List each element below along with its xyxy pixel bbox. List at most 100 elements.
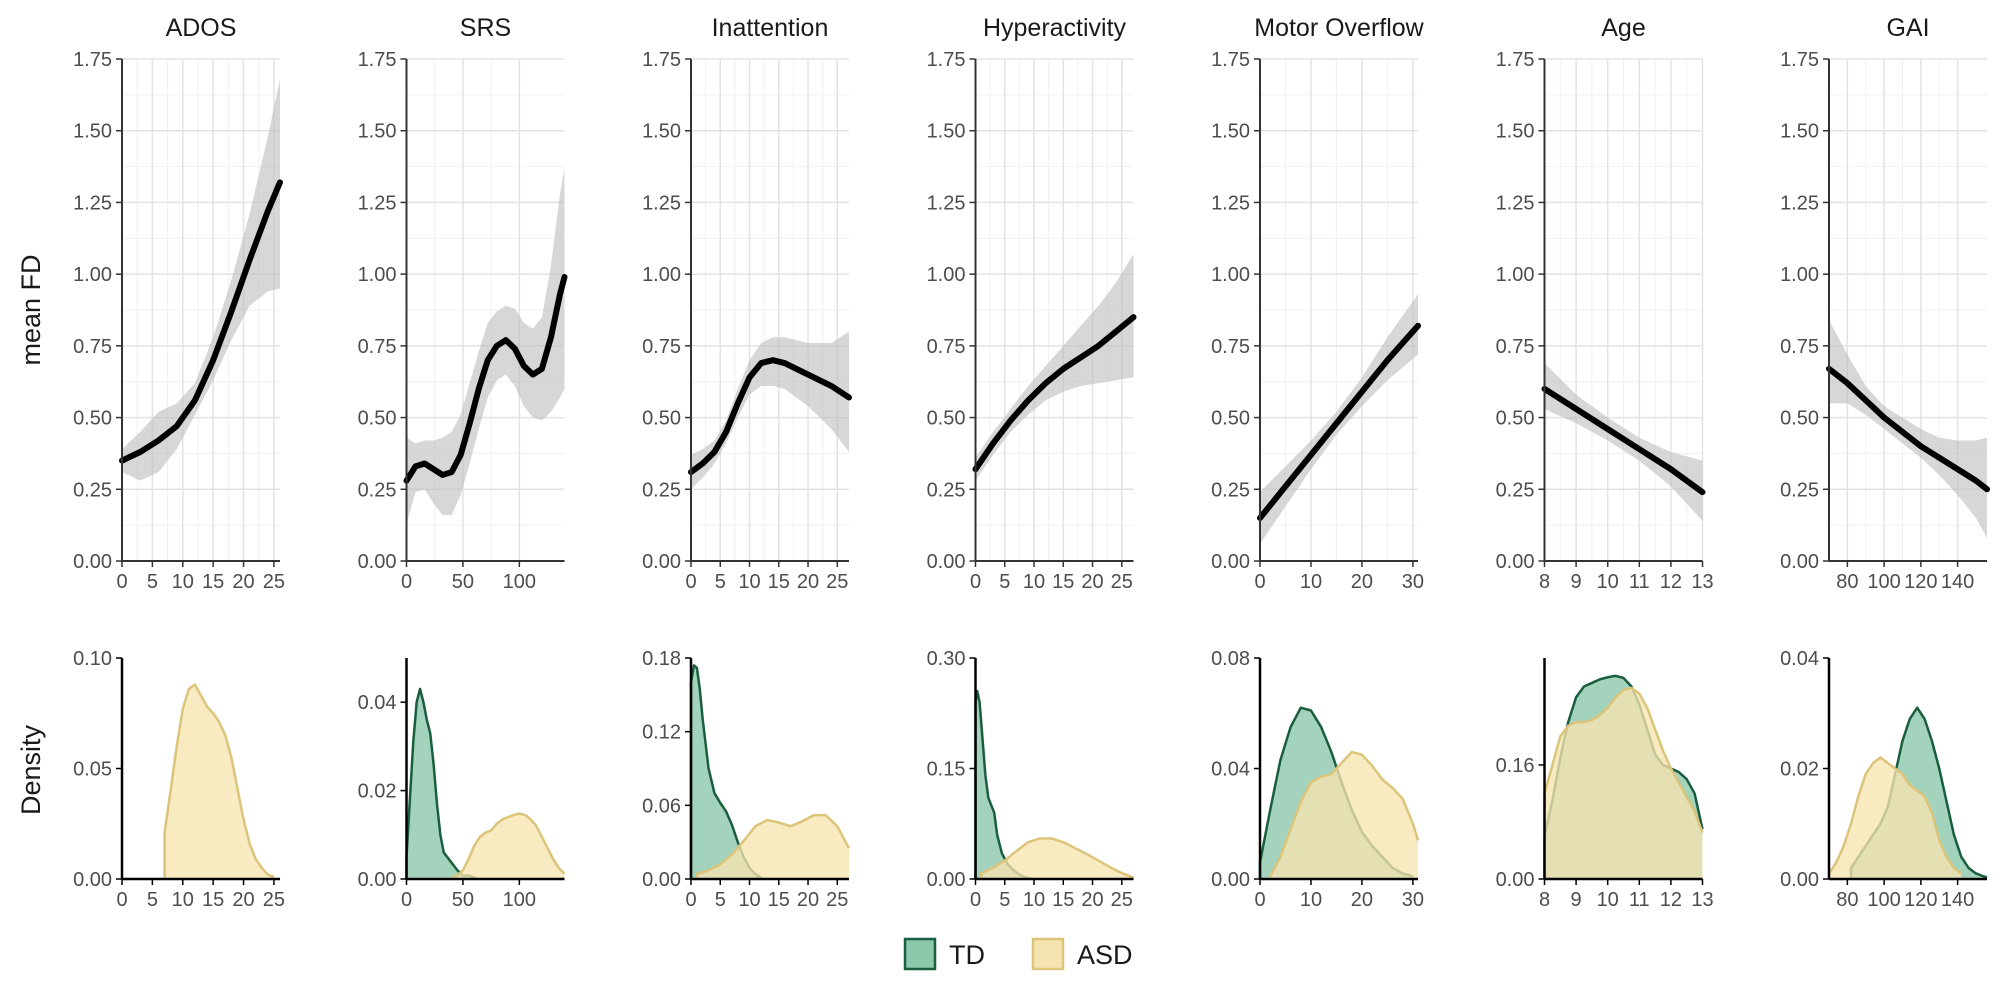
density-x-tick-label: 30 xyxy=(1402,889,1424,911)
y-tick-label: 0.00 xyxy=(1211,551,1250,573)
smooth-line-ados xyxy=(119,179,283,464)
x-tick-label: 13 xyxy=(1691,571,1713,593)
x-tick-label: 20 xyxy=(797,571,819,593)
x-tick-label: 0 xyxy=(970,571,981,593)
panel-title-gai: GAI xyxy=(1886,14,1929,42)
density-line-asd-srs xyxy=(450,812,566,879)
density-x-tick-label: 10 xyxy=(1597,889,1619,911)
density-x-tick-label: 20 xyxy=(797,889,819,911)
y-tick-label: 0.25 xyxy=(358,479,397,501)
density-x-tick-label: 20 xyxy=(1351,889,1373,911)
y-tick-label: 0.75 xyxy=(73,336,112,358)
density-area-td-inattention xyxy=(691,665,762,879)
x-tick-label: 0 xyxy=(116,571,127,593)
density-x-tick-label: 50 xyxy=(452,889,474,911)
y-tick-label: 0.75 xyxy=(358,336,397,358)
density-y-tick-label: 0.16 xyxy=(1496,755,1535,777)
y-tick-label: 0.25 xyxy=(1496,479,1535,501)
density-x-tick-label: 0 xyxy=(1254,889,1265,911)
legend: TD ASD xyxy=(903,937,1133,971)
x-tick-label: 10 xyxy=(172,571,194,593)
x-tick-label: 11 xyxy=(1629,571,1650,593)
panel-title-inattention: Inattention xyxy=(712,14,829,42)
y-tick-label: 1.00 xyxy=(1496,264,1535,286)
confidence-band-hyperactivity xyxy=(975,254,1134,481)
density-y-tick-label: 0.10 xyxy=(73,648,112,670)
panel-6: GAI 0.00 0.25 0.50 0.75 1.00 1.25 1.50 1.75 80 100… xyxy=(1780,14,1990,911)
density-x-tick-label: 100 xyxy=(1867,889,1900,911)
y-tick-label: 1.50 xyxy=(642,121,681,143)
smooth-line-motor-overflow xyxy=(1257,322,1421,521)
y-tick-label: 0.25 xyxy=(1780,479,1819,501)
x-tick-label: 10 xyxy=(738,571,760,593)
density-x-tick-label: 0 xyxy=(401,889,412,911)
x-tick-label: 0 xyxy=(401,571,412,593)
y-tick-label: 1.50 xyxy=(927,121,966,143)
x-tick-label: 15 xyxy=(1052,571,1074,593)
density-y-tick-label: 0.02 xyxy=(1780,759,1819,781)
panel-title-age: Age xyxy=(1601,14,1645,42)
density-y-tick-label: 0.00 xyxy=(927,869,966,891)
smooth-line-gai xyxy=(1826,365,1990,493)
y-tick-label: 0.50 xyxy=(1780,408,1819,430)
confidence-band-ados xyxy=(122,79,280,481)
density-x-tick-label: 10 xyxy=(1023,889,1045,911)
x-tick-label: 50 xyxy=(452,571,474,593)
y-tick-label: 0.00 xyxy=(1496,551,1535,573)
y-tick-label: 1.25 xyxy=(1211,192,1250,214)
density-x-tick-label: 5 xyxy=(147,889,158,911)
density-x-tick-label: 15 xyxy=(202,889,224,911)
y-tick-label: 0.75 xyxy=(927,336,966,358)
x-tick-label: 80 xyxy=(1836,571,1858,593)
confidence-band-inattention xyxy=(691,331,849,490)
y-tick-label: 0.50 xyxy=(358,408,397,430)
density-y-tick-label: 0.00 xyxy=(1211,869,1250,891)
density-y-tick-label: 0.04 xyxy=(358,692,397,714)
x-tick-label: 5 xyxy=(999,571,1010,593)
density-area-asd-age xyxy=(1544,687,1703,879)
y-tick-label: 1.50 xyxy=(1211,121,1250,143)
density-line-asd-inattention xyxy=(695,813,851,879)
panel-title-srs: SRS xyxy=(460,14,511,42)
confidence-band-gai xyxy=(1829,320,1987,539)
y-tick-label: 1.00 xyxy=(927,264,966,286)
x-tick-label: 10 xyxy=(1300,571,1322,593)
x-tick-label: 0 xyxy=(1254,571,1265,593)
x-tick-label: 5 xyxy=(147,571,158,593)
density-x-tick-label: 15 xyxy=(768,889,790,911)
y-tick-label: 1.25 xyxy=(1780,192,1819,214)
smooth-line-hyperactivity xyxy=(972,314,1137,473)
density-area-asd-inattention xyxy=(696,815,849,879)
y-tick-label: 0.00 xyxy=(642,551,681,573)
density-x-tick-label: 10 xyxy=(172,889,194,911)
density-x-tick-label: 15 xyxy=(1052,889,1074,911)
x-tick-label: 5 xyxy=(715,571,726,593)
y-tick-label: 0.00 xyxy=(358,551,397,573)
y-tick-label: 1.50 xyxy=(1496,121,1535,143)
density-line-asd-gai xyxy=(1827,756,1963,879)
density-x-tick-label: 80 xyxy=(1836,889,1858,911)
panel-title-motor-overflow: Motor Overflow xyxy=(1254,14,1424,42)
density-y-tick-label: 0.00 xyxy=(358,869,397,891)
y-tick-label: 1.75 xyxy=(1211,49,1250,71)
y-tick-label: 1.25 xyxy=(358,192,397,214)
x-tick-label: 25 xyxy=(826,571,848,593)
y-tick-label: 1.50 xyxy=(358,121,397,143)
density-y-tick-label: 0.05 xyxy=(73,759,112,781)
x-tick-label: 20 xyxy=(1081,571,1103,593)
density-y-tick-label: 0.00 xyxy=(73,869,112,891)
y-tick-label: 1.00 xyxy=(358,264,397,286)
density-x-tick-label: 0 xyxy=(970,889,981,911)
density-area-td-hyperactivity xyxy=(975,691,1032,879)
x-tick-label: 30 xyxy=(1402,571,1424,593)
density-x-tick-label: 20 xyxy=(232,889,254,911)
y-tick-label: 1.75 xyxy=(73,49,112,71)
legend-swatch-td xyxy=(903,937,937,971)
density-line-asd-motor-overflow xyxy=(1268,750,1420,879)
density-x-tick-label: 8 xyxy=(1539,889,1550,911)
y-tick-label: 0.00 xyxy=(927,551,966,573)
density-y-tick-label: 0.04 xyxy=(1780,648,1819,670)
density-x-tick-label: 25 xyxy=(1111,889,1133,911)
